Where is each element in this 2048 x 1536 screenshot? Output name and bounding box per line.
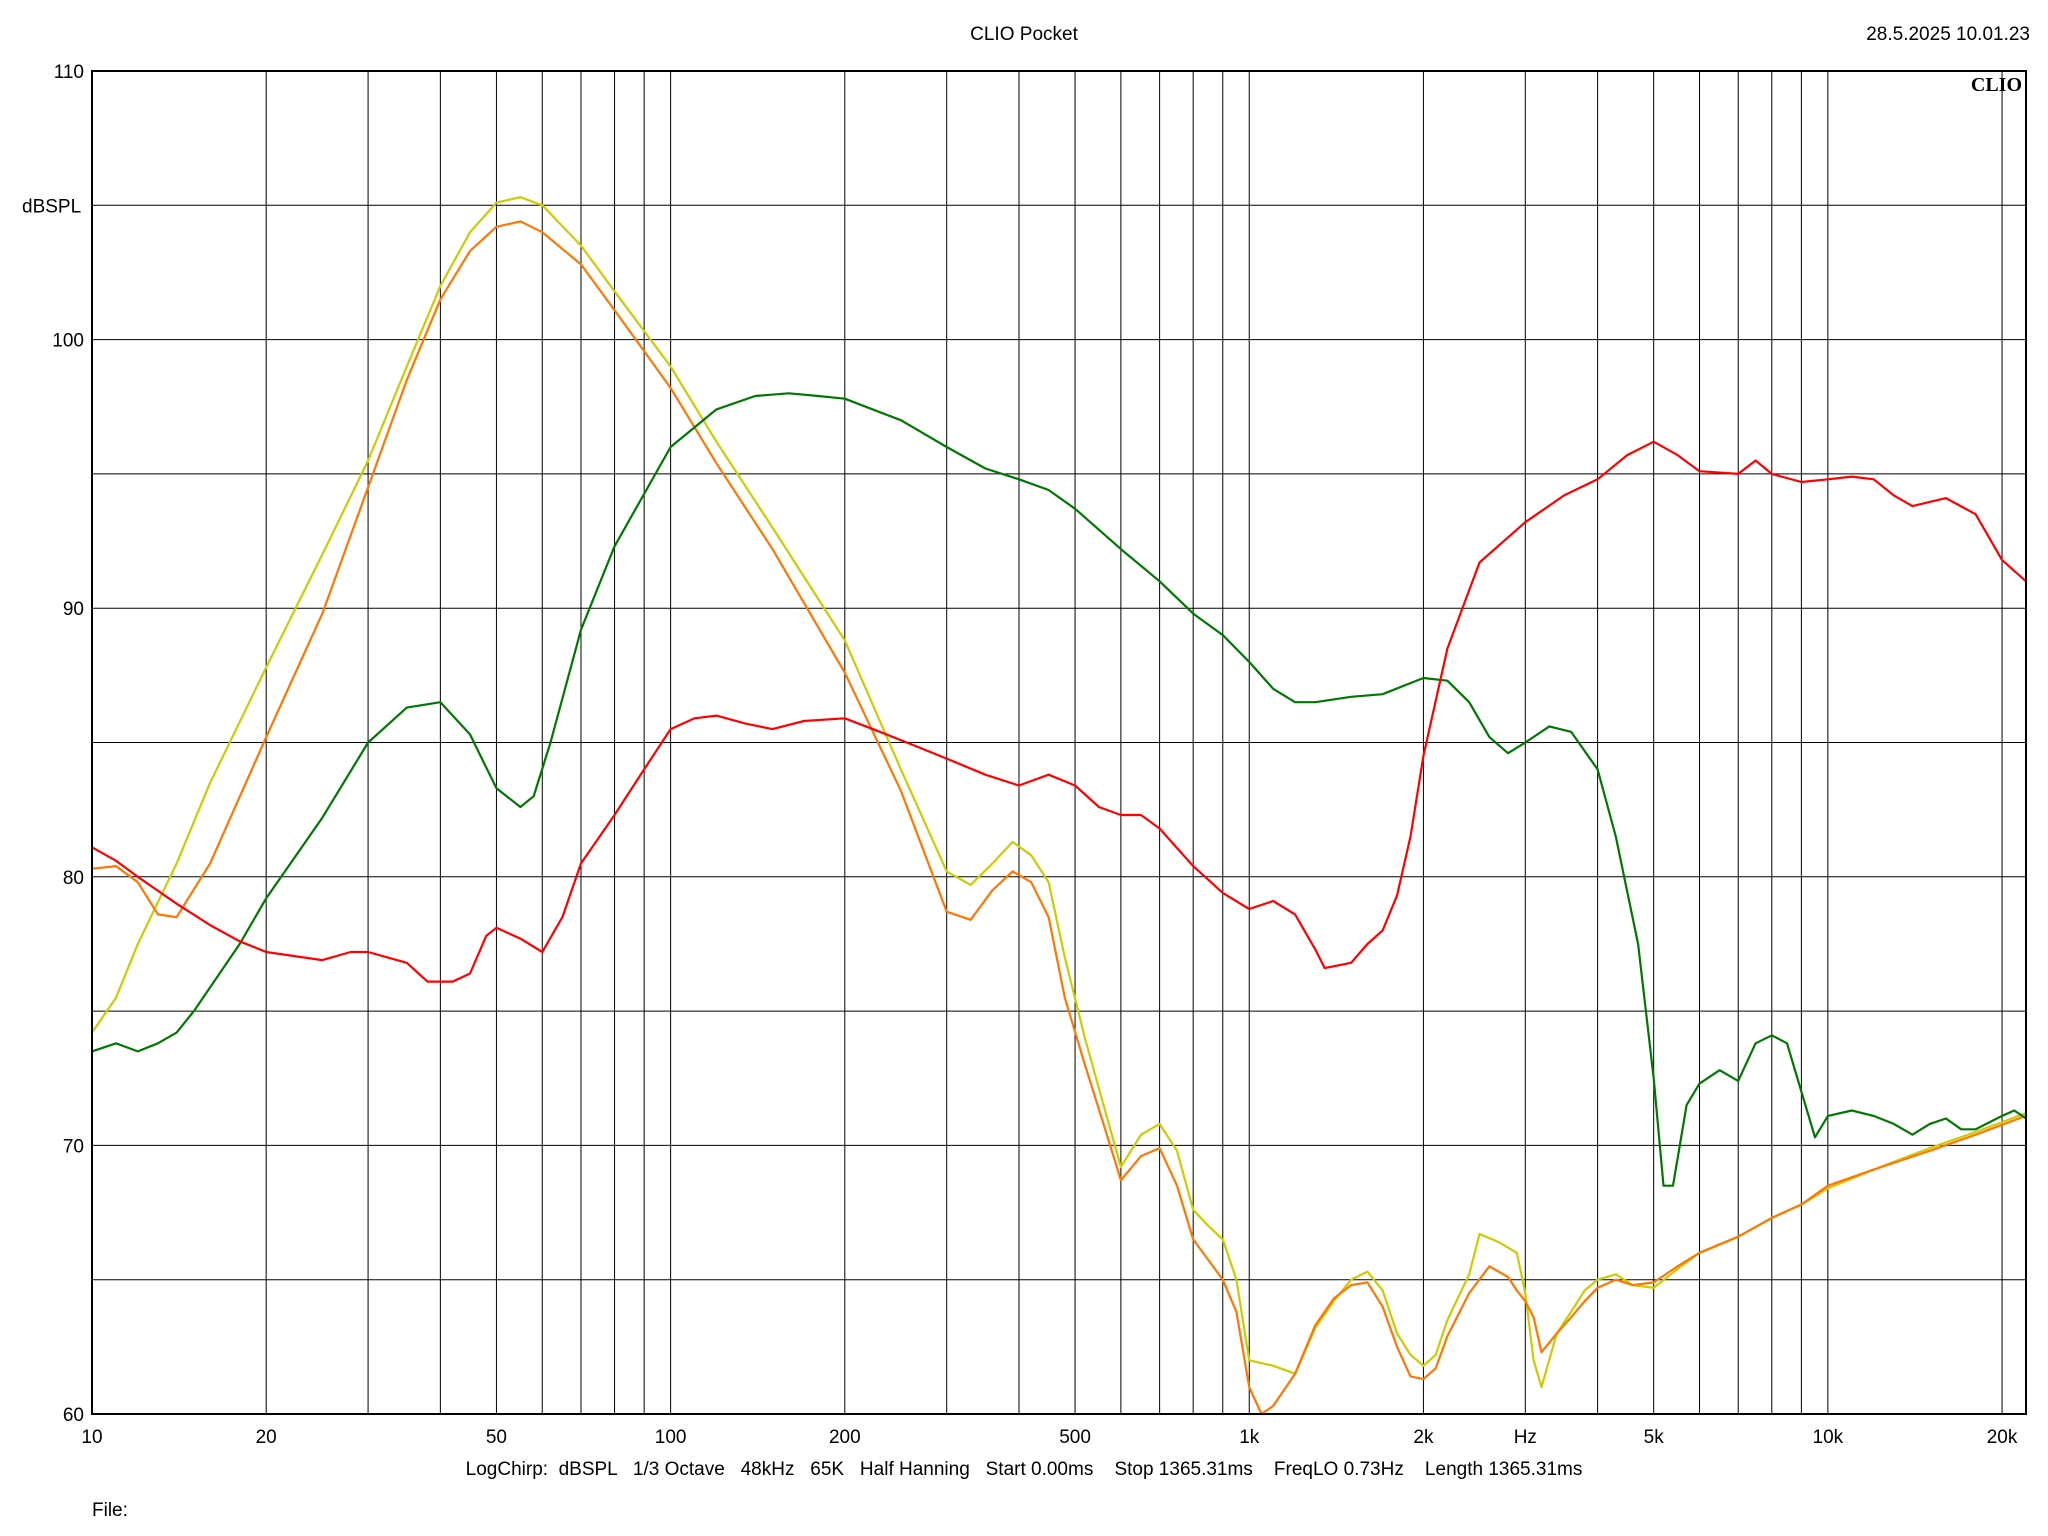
x-tick-label: 10 bbox=[81, 1427, 102, 1448]
measurement-parameters: LogChirp: dBSPL 1/3 Octave 48kHz 65K Hal… bbox=[465, 1459, 1583, 1480]
y-tick-label: 70 bbox=[63, 1136, 84, 1157]
file-label: File: bbox=[92, 1500, 128, 1521]
y-tick-label: 80 bbox=[63, 868, 84, 889]
series-line-1 bbox=[90, 196, 2028, 1389]
x-tick-label: 5k bbox=[1644, 1427, 1665, 1448]
x-tick-label: 50 bbox=[486, 1427, 507, 1448]
y-axis-label: dBSPL bbox=[22, 196, 81, 217]
y-axis: 60 70 80 90 100 110 bbox=[52, 62, 84, 1426]
x-tick-label: 20 bbox=[256, 1427, 277, 1448]
y-tick-label: 90 bbox=[63, 599, 84, 620]
x-tick-label: 10k bbox=[1813, 1427, 1844, 1448]
timestamp: 28.5.2025 10.01.23 bbox=[1866, 24, 2030, 45]
x-tick-label: 500 bbox=[1059, 1427, 1091, 1448]
grid bbox=[92, 71, 2026, 1414]
x-tick-label: 1k bbox=[1239, 1427, 1260, 1448]
x-axis-label: Hz bbox=[1514, 1427, 1537, 1448]
series-line-3 bbox=[90, 392, 2028, 1187]
series-line-2 bbox=[90, 220, 2028, 1416]
clio-logo: CLIO bbox=[1971, 74, 2022, 96]
chart-title: CLIO Pocket bbox=[970, 24, 1078, 45]
x-axis: 10 20 50 100 200 500 1k 2k 5k 10k 20k bbox=[81, 1427, 2017, 1448]
x-tick-label: 100 bbox=[655, 1427, 687, 1448]
series-line-4 bbox=[90, 440, 2028, 983]
y-tick-label: 100 bbox=[52, 331, 84, 352]
y-tick-label: 60 bbox=[63, 1405, 84, 1426]
x-tick-label: 20k bbox=[1987, 1427, 2018, 1448]
y-tick-label: 110 bbox=[54, 62, 84, 83]
x-tick-label: 2k bbox=[1413, 1427, 1434, 1448]
series-layer bbox=[90, 196, 2028, 1416]
plot-frame bbox=[91, 70, 2027, 1415]
x-tick-label: 200 bbox=[829, 1427, 861, 1448]
